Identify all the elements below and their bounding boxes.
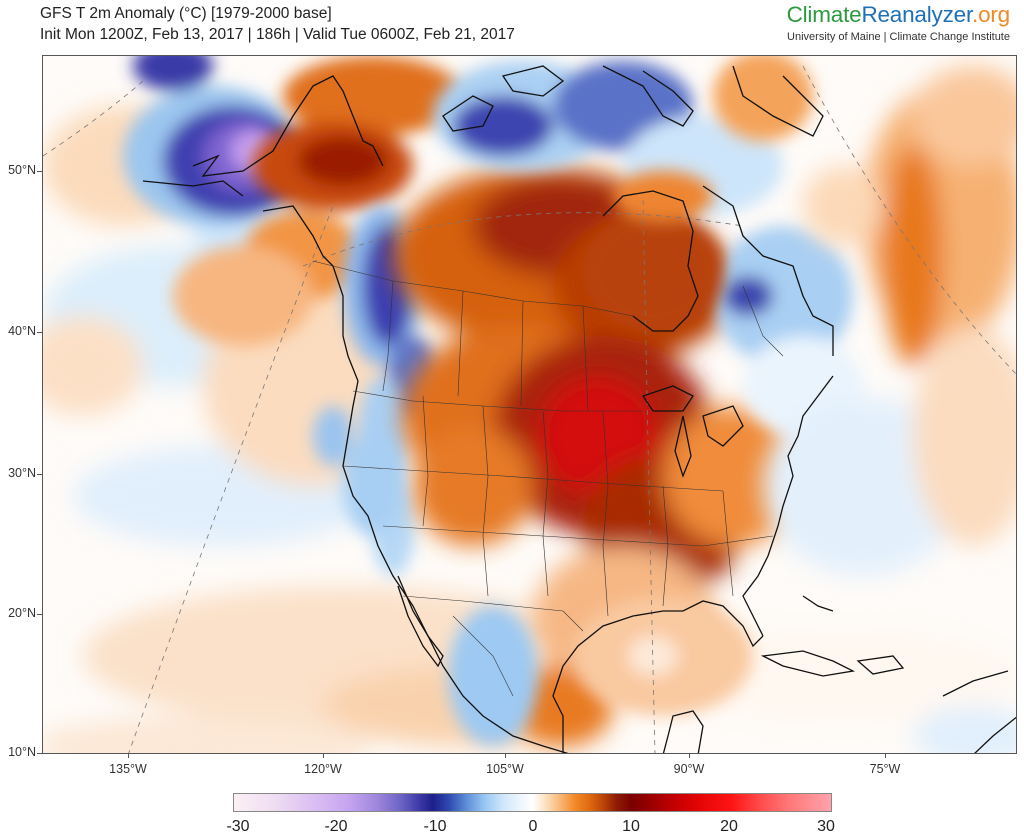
brand-logo[interactable]: ClimateReanalyzer.org University of Main…	[786, 2, 1011, 44]
colorbar-tick-neg20: -20	[324, 818, 348, 835]
political-borders	[312, 260, 784, 697]
lon-label-135w: 135°W	[109, 762, 147, 776]
lon-tick	[505, 754, 506, 758]
title-line-variable: GFS T 2m Anomaly (°C) [1979-2000 base]	[40, 5, 332, 22]
brand-part-climate: Climate	[786, 2, 862, 27]
lat-tick	[37, 753, 42, 754]
colorbar-tick-30: 30	[817, 818, 835, 835]
lat-tick	[37, 332, 42, 333]
lon-tick	[689, 754, 690, 758]
coastlines	[142, 65, 1016, 753]
colorbar-tick-neg30: -30	[226, 818, 250, 835]
anomaly-map	[42, 55, 1017, 754]
lat-label-10n: 10°N	[8, 745, 36, 759]
anomaly-field	[43, 56, 1016, 753]
brand-name[interactable]: ClimateReanalyzer.org	[786, 2, 1011, 28]
lon-label-75w: 75°W	[869, 762, 901, 776]
colorbar-tick-0: 0	[528, 818, 538, 835]
lat-tick	[37, 614, 42, 615]
colorbar-tick-20: 20	[720, 818, 738, 835]
colorbar-legend	[233, 793, 832, 812]
brand-part-reanalyzer: Reanalyzer	[861, 2, 973, 27]
mexico-cool-anomaly	[313, 406, 538, 746]
brand-part-org: .org	[972, 2, 1010, 27]
title-line-run-info: Init Mon 1200Z, Feb 13, 2017 | 186h | Va…	[40, 26, 515, 43]
lon-tick	[128, 754, 129, 758]
colorbar-tick-neg10: -10	[423, 818, 447, 835]
lon-label-120w: 120°W	[304, 762, 342, 776]
lon-label-105w: 105°W	[486, 762, 524, 776]
lat-label-30n: 30°N	[8, 466, 36, 480]
lon-tick	[885, 754, 886, 758]
colorbar-tick-10: 10	[622, 818, 640, 835]
graticule	[43, 65, 1016, 753]
lon-label-90w: 90°W	[673, 762, 705, 776]
lat-label-20n: 20°N	[8, 606, 36, 620]
lat-tick	[37, 474, 42, 475]
map-title: GFS T 2m Anomaly (°C) [1979-2000 base] I…	[40, 3, 515, 45]
lat-label-40n: 40°N	[8, 324, 36, 338]
lon-tick	[323, 754, 324, 758]
gulf-anomaly	[573, 596, 753, 716]
lat-label-50n: 50°N	[8, 163, 36, 177]
brand-subtitle: University of Maine | Climate Change Ins…	[787, 31, 1010, 43]
yukon-warm-anomaly	[173, 56, 463, 346]
hudson-warm-anomaly	[583, 56, 813, 331]
lat-tick	[37, 171, 42, 172]
